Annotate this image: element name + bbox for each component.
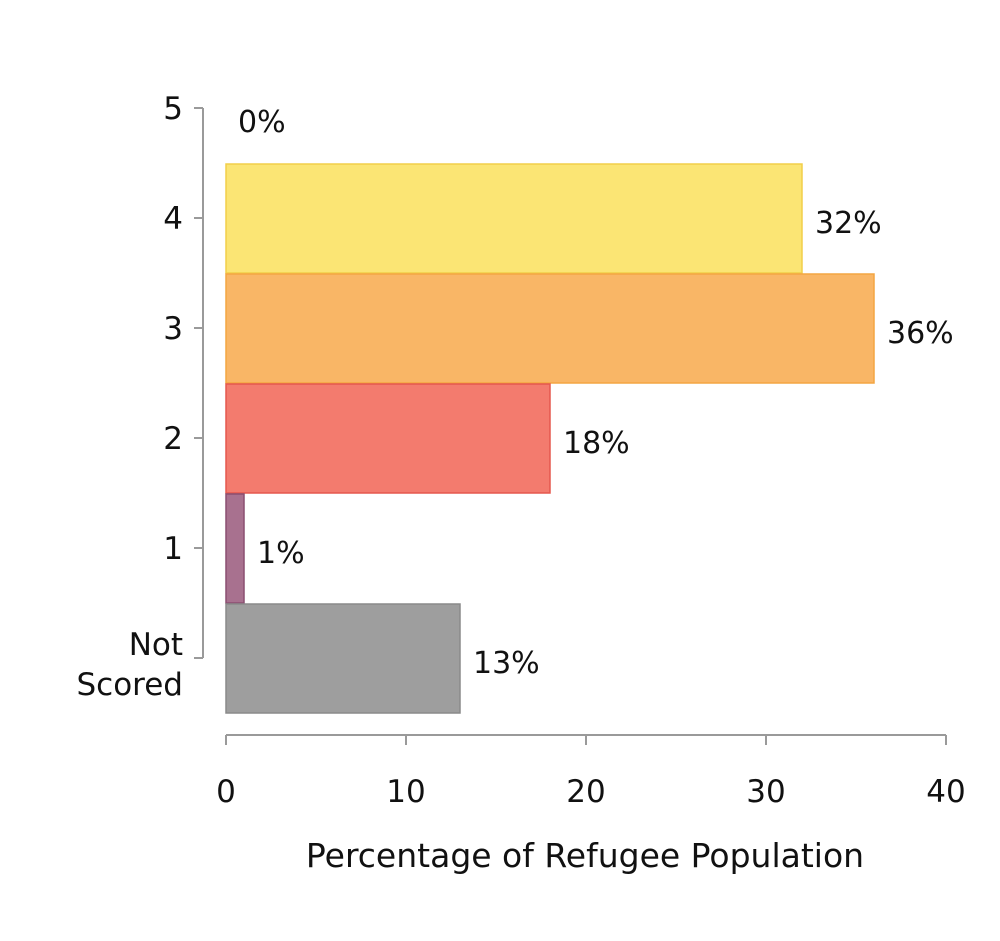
- x-tick-label: 0: [216, 774, 236, 810]
- bar-not-scored: [225, 603, 461, 714]
- bar-1: [225, 493, 245, 604]
- bar-3: [225, 273, 875, 384]
- x-tick-label: 30: [746, 774, 785, 810]
- bar-4: [225, 163, 803, 274]
- data-label: 32%: [815, 206, 882, 241]
- bar-2: [225, 383, 551, 494]
- data-label: 18%: [563, 426, 630, 461]
- data-labels-group: 0% 32% 36% 18% 1% 13%: [238, 105, 954, 681]
- y-tick-label: 1: [163, 531, 183, 567]
- data-label: 36%: [887, 316, 954, 351]
- data-label: 1%: [257, 536, 305, 571]
- bars-group: [225, 163, 875, 714]
- data-label: 13%: [473, 646, 540, 681]
- x-axis-title: Percentage of Refugee Population: [306, 836, 864, 875]
- x-tick-label: 10: [386, 774, 425, 810]
- y-tick-label: 3: [163, 311, 183, 347]
- y-tick-label: 5: [163, 91, 183, 127]
- x-tick-label: 40: [926, 774, 965, 810]
- y-axis: 5 4 3 2 1 Not Scored: [76, 91, 204, 703]
- y-tick-label: 2: [163, 421, 183, 457]
- x-tick-label: 20: [566, 774, 605, 810]
- y-tick-label: Not Scored: [76, 627, 183, 703]
- y-tick-label: 4: [163, 201, 183, 237]
- x-axis: 0 10 20 30 40: [216, 734, 966, 810]
- data-label: 0%: [238, 105, 286, 140]
